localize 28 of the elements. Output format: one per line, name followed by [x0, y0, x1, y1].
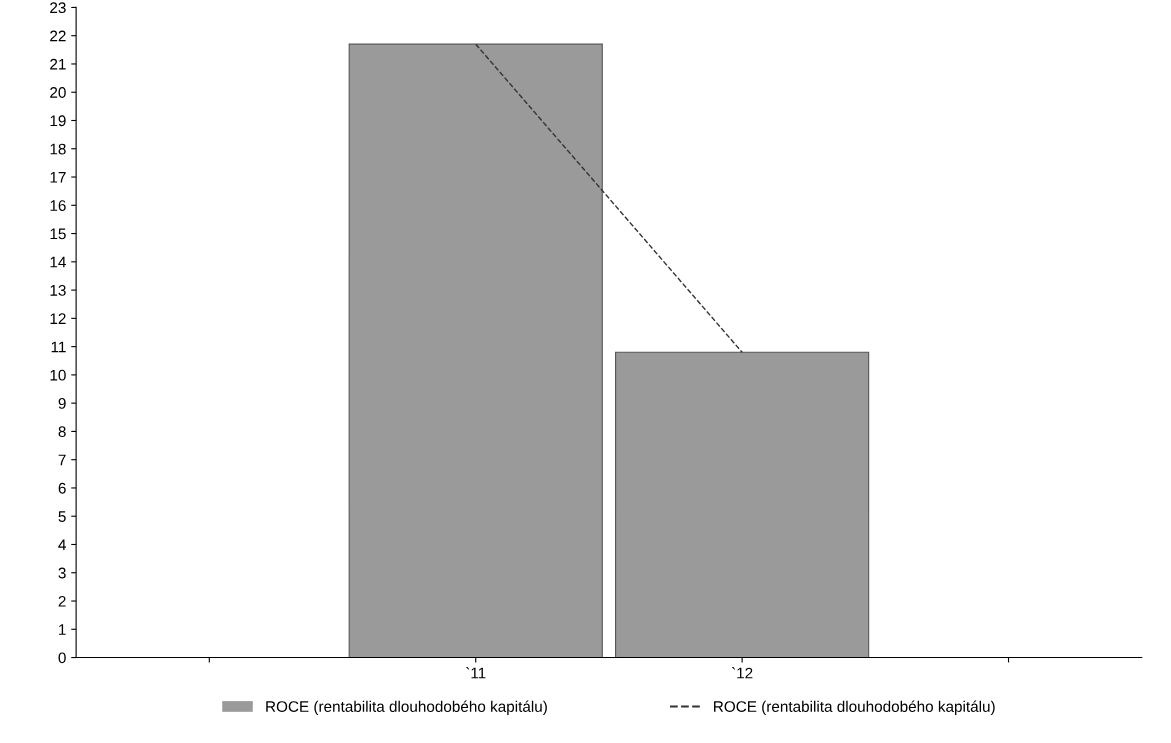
y-tick-label: 9 — [58, 398, 66, 409]
y-tick-label: 2 — [58, 595, 66, 607]
y-tick-label: 17 — [50, 172, 66, 183]
x-tick-label: `11 — [466, 667, 486, 679]
y-tick-label: 15 — [50, 228, 66, 240]
y-tick-label: 4 — [58, 539, 66, 551]
y-tick-label: 20 — [50, 87, 66, 98]
y-tick-label: 12 — [50, 313, 66, 324]
y-tick-label: 3 — [58, 567, 66, 579]
y-tick-label: 16 — [50, 200, 66, 211]
y-tick-label: 13 — [50, 284, 66, 296]
y-tick-label: 19 — [50, 115, 66, 127]
y-tick-label: 18 — [50, 143, 66, 155]
legend-label: ROCE (rentabilita dlouhodobého kapitálu) — [714, 700, 995, 715]
y-tick-label: 0 — [58, 652, 66, 664]
y-tick-label: 11 — [51, 341, 66, 353]
y-tick-label: 8 — [58, 426, 66, 438]
y-tick-label: 7 — [58, 454, 66, 466]
y-tick-label: 10 — [50, 369, 66, 381]
y-tick-label: 1 — [59, 624, 66, 635]
y-tick-label: 6 — [58, 482, 66, 494]
y-tick-label: 21 — [50, 58, 66, 70]
y-tick-label: 22 — [50, 30, 66, 42]
y-tick-label: 5 — [58, 511, 66, 522]
x-tick-label: `12 — [731, 667, 753, 679]
legend-label: ROCE (rentabilita dlouhodobého kapitálu) — [266, 700, 547, 715]
y-tick-label: 23 — [50, 2, 66, 14]
y-tick-label: 14 — [50, 256, 66, 268]
